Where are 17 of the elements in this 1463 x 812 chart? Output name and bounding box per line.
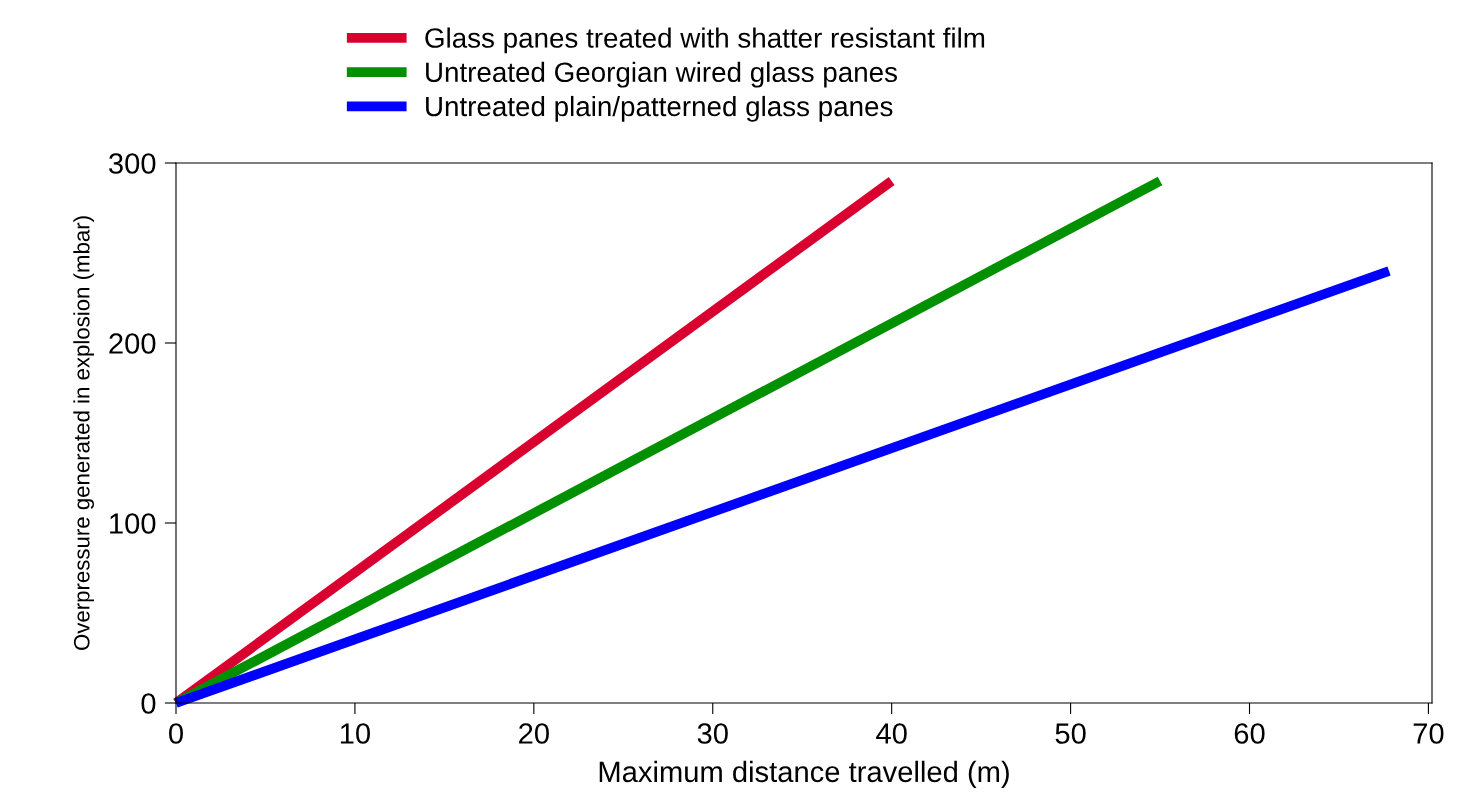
x-axis-title: Maximum distance travelled (m) [599, 760, 1009, 788]
y-axis-title: Overpressure generated in explosion (mbar) [73, 216, 95, 650]
x-tick-label: 10 [340, 723, 370, 744]
x-tick-label: 40 [876, 723, 907, 744]
y-tick-label: 0 [141, 693, 156, 714]
x-tick-label: 70 [1413, 723, 1444, 744]
y-tick-label: 100 [110, 513, 156, 534]
legend-label: Untreated plain/patterned glass panes [426, 95, 893, 122]
x-tick-label: 0 [169, 723, 183, 744]
x-tick-label: 50 [1055, 723, 1086, 744]
x-tick-label: 20 [519, 723, 549, 744]
y-tick-label: 300 [109, 153, 156, 174]
legend-label: Untreated Georgian wired glass panes [426, 61, 897, 88]
x-tick-label: 60 [1234, 723, 1265, 744]
legend-label: Glass panes treated with shatter resistant film [425, 27, 985, 54]
y-tick-label: 200 [109, 333, 156, 354]
x-tick-label: 30 [697, 723, 728, 744]
